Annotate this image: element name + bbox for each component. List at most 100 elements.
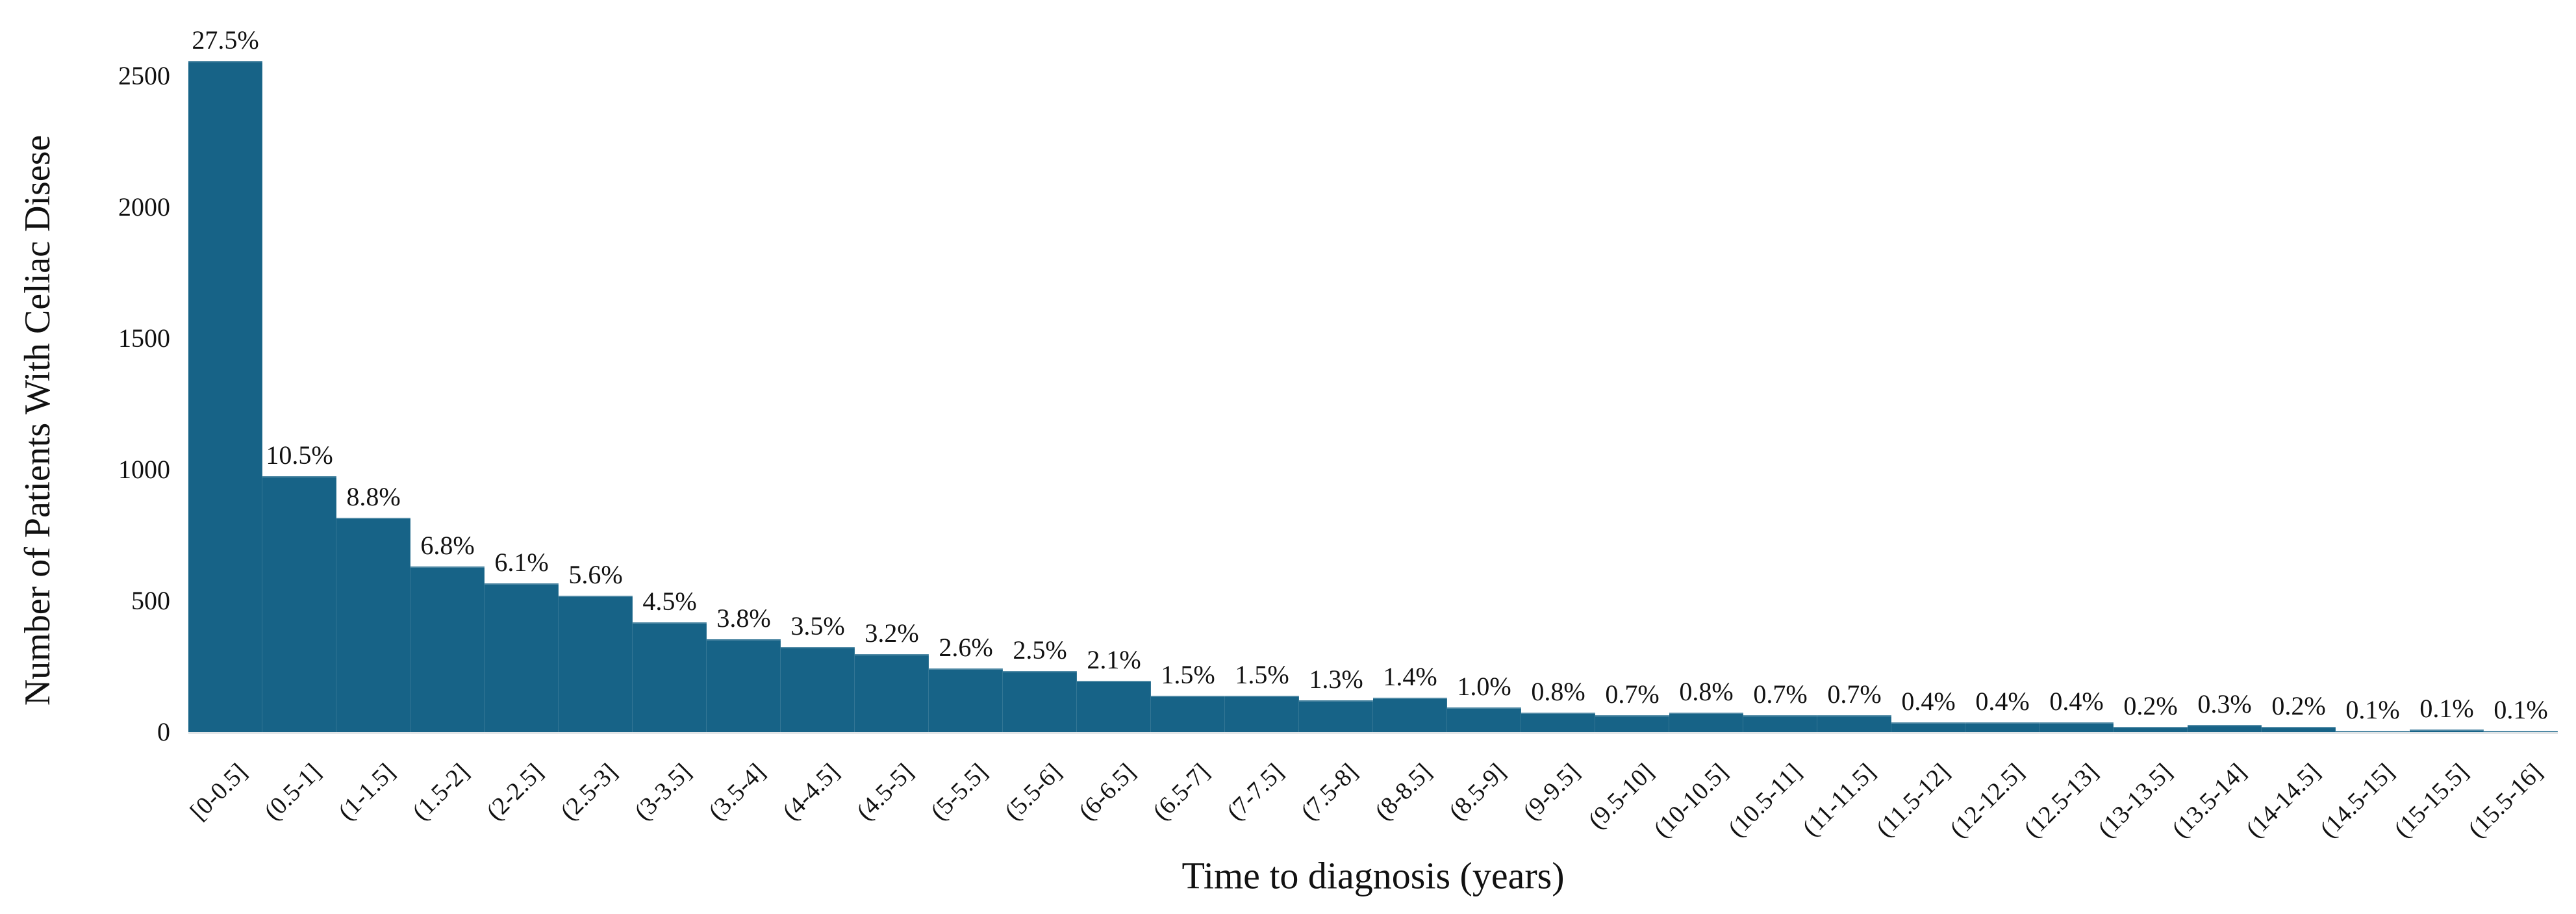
bar — [855, 654, 929, 732]
bar-percent-label: 3.8% — [716, 603, 771, 633]
x-tick-label: (2-2.5] — [481, 758, 548, 826]
y-tick-label: 2500 — [118, 61, 170, 90]
y-tick-label: 1000 — [118, 455, 170, 484]
bar-percent-label: 0.2% — [2271, 691, 2326, 720]
bar — [2188, 725, 2262, 732]
x-tick-label: (13.5-14] — [2166, 758, 2251, 843]
bar-percent-label: 0.4% — [1901, 687, 1956, 716]
bar — [1373, 698, 1447, 732]
bar-percent-label: 8.8% — [346, 482, 401, 511]
x-tick-label: (6.5-7] — [1147, 758, 1215, 826]
x-tick-label: (10-10.5] — [1648, 758, 1733, 843]
bar — [262, 476, 336, 732]
y-tick-label: 2000 — [118, 192, 170, 222]
bar-percent-label: 0.1% — [2419, 694, 2474, 723]
bar-percent-label: 10.5% — [266, 440, 333, 470]
bar — [1595, 715, 1669, 732]
bar-percent-label: 1.4% — [1383, 662, 1437, 691]
bar — [1225, 696, 1299, 732]
x-tick-label: [0-0.5] — [184, 758, 252, 826]
bar-percent-label: 1.3% — [1309, 665, 1363, 694]
bar — [559, 596, 633, 732]
bar-percent-label: 0.7% — [1605, 679, 1660, 709]
bar-percent-label: 27.5% — [192, 25, 259, 55]
x-tick-label: (14-14.5] — [2240, 758, 2325, 843]
bar-percent-label: 2.1% — [1087, 645, 1141, 674]
bar — [2410, 730, 2484, 732]
bar-percent-label: 6.1% — [494, 548, 549, 577]
bar-percent-label: 0.1% — [2345, 695, 2400, 724]
x-tick-label: (0.5-1] — [259, 758, 326, 826]
bar-percent-label: 3.2% — [865, 618, 919, 648]
x-tick-label: (14.5-15] — [2314, 758, 2399, 843]
bar — [2262, 727, 2336, 732]
x-tick-label: (3-3.5] — [629, 758, 696, 826]
x-tick-label: (2.5-3] — [555, 758, 622, 826]
bar — [1817, 715, 1891, 732]
bar — [1743, 715, 1817, 732]
x-tick-label: (15.5-16] — [2462, 758, 2547, 843]
bar-percent-label: 1.0% — [1457, 672, 1511, 701]
bar-percent-label: 2.5% — [1013, 635, 1067, 665]
x-tick-label: (4.5-5] — [851, 758, 918, 826]
y-tick-label: 1500 — [118, 324, 170, 353]
x-tick-label: (7.5-8] — [1295, 758, 1363, 826]
bar — [1447, 707, 1521, 732]
x-axis-title: Time to diagnosis (years) — [1181, 854, 1565, 897]
x-tick-label: (7-7.5] — [1221, 758, 1289, 826]
bar-percent-label: 5.6% — [568, 560, 623, 589]
bar — [2039, 722, 2114, 732]
bar — [188, 61, 262, 732]
x-tick-label: (11.5-12] — [1871, 758, 1955, 843]
bar — [1077, 681, 1151, 732]
x-tick-label: (5.5-6] — [999, 758, 1067, 826]
bar-percent-label: 1.5% — [1161, 660, 1215, 689]
bar — [633, 622, 707, 732]
bar — [1151, 696, 1225, 732]
x-tick-label: (9-9.5] — [1517, 758, 1585, 826]
bar — [1669, 713, 1743, 732]
x-tick-label: (15-15.5] — [2388, 758, 2473, 843]
x-tick-label: (1.5-2] — [407, 758, 474, 826]
bar — [2114, 727, 2188, 732]
bar-percent-label: 0.3% — [2197, 689, 2252, 718]
y-tick-label: 0 — [157, 717, 170, 746]
bar-percent-label: 6.8% — [420, 531, 475, 560]
x-axis-line — [188, 732, 2558, 734]
x-tick-label: (6-6.5] — [1073, 758, 1141, 826]
bar — [2336, 731, 2410, 732]
bar — [1003, 671, 1077, 732]
x-tick-label: (10.5-11] — [1723, 758, 1807, 843]
x-tick-label: (5-5.5] — [925, 758, 992, 826]
bar — [410, 566, 485, 732]
bar — [2484, 731, 2558, 732]
x-tick-label: (13-13.5] — [2092, 758, 2177, 843]
bar — [1521, 713, 1595, 732]
bar-percent-label: 2.6% — [939, 633, 993, 662]
y-tick-label: 500 — [131, 586, 170, 615]
x-tick-label: (12-12.5] — [1944, 758, 2029, 843]
bar-percent-label: 0.7% — [1753, 679, 1808, 709]
bar-percent-label: 0.4% — [2049, 687, 2104, 716]
bar-percent-label: 0.4% — [1975, 687, 2030, 716]
bar-percent-label: 0.2% — [2123, 691, 2178, 720]
x-tick-label: (3.5-4] — [703, 758, 770, 826]
bar — [1965, 722, 2039, 732]
bar — [485, 583, 559, 732]
x-tick-label: (4-4.5] — [777, 758, 844, 826]
x-tick-label: (8-8.5] — [1369, 758, 1437, 826]
x-tick-label: (8.5-9] — [1443, 758, 1511, 826]
bar-percent-label: 4.5% — [642, 587, 697, 616]
bar — [707, 639, 781, 732]
bar-percent-label: 0.8% — [1531, 677, 1585, 706]
bar-percent-label: 1.5% — [1235, 660, 1289, 689]
bar — [929, 668, 1003, 732]
bar-percent-label: 0.7% — [1827, 679, 1882, 709]
bar — [781, 647, 855, 732]
bar-percent-label: 0.8% — [1679, 677, 1734, 706]
x-tick-label: (1-1.5] — [333, 758, 400, 826]
x-tick-label: (9.5-10] — [1582, 758, 1659, 835]
bar — [1299, 700, 1373, 732]
